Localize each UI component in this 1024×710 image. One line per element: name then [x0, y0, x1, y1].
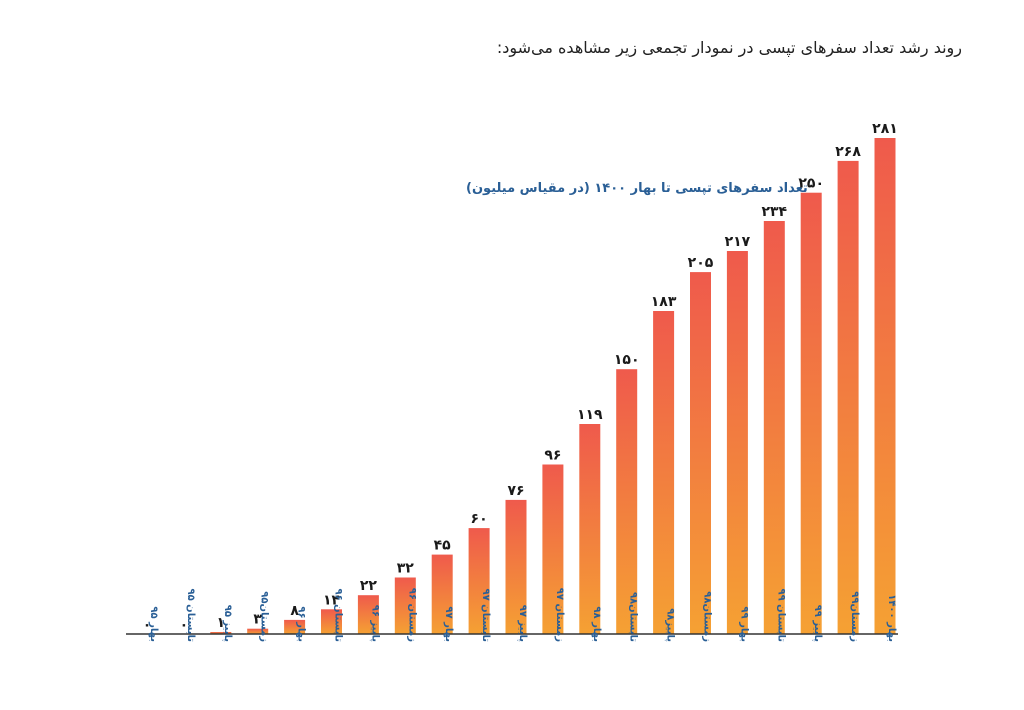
value-label: ۲۳۴: [761, 204, 787, 220]
x-tick-label: زمستان۹۹: [849, 591, 860, 642]
x-tick-label: پاییز ۹۵: [222, 605, 233, 643]
value-label: ۲۰۵: [688, 255, 714, 271]
bar: [468, 528, 490, 634]
value-label: ۲۵۰: [798, 176, 824, 192]
x-tick-label: زمستان۹۸: [702, 591, 713, 642]
bar: [690, 272, 711, 634]
value-label: ۱: [217, 615, 226, 631]
x-tick-label: بهار ۹۷: [443, 606, 454, 642]
value-label: ۴۵: [434, 538, 452, 554]
x-tick-label: تابستان ۹۷: [480, 588, 491, 642]
x-tick-label: تابستان ۹۹: [775, 588, 786, 642]
value-label: ۶۰: [471, 511, 488, 527]
x-tick-label: پاییز۹۸: [665, 608, 676, 642]
value-label: ۹۶: [544, 448, 561, 464]
x-tick-label: تابستان ۹۵: [185, 588, 196, 642]
x-tick-label: پاییز ۹۶: [369, 605, 380, 643]
value-label: ۱۵۰: [614, 352, 640, 368]
x-tick-label: بهار ۹۹: [738, 606, 749, 642]
value-label: ۲۲: [360, 578, 378, 594]
bars-layer: ۰ ۰ ۱ ۳ ۸ ۱۴ ۲۲ ۳۲ ۴۵ ۶۰ ۷۶ ۹۶ ۱۱۹ ۱۵۰ ۱۸۳ ۲۰۵ ۲۱۷ ۲۳۴ ۲۵۰…: [143, 121, 898, 634]
x-tick-labels: بهار ۹۵ تابستان ۹۵ پاییز ۹۵ زمستان۹۵ بهار ۹۶…: [148, 588, 897, 642]
x-tick-label: بهار ۱۴۰۰: [886, 594, 897, 642]
x-tick-label: پاییز ۹۷: [517, 605, 528, 643]
bar: [542, 464, 564, 634]
value-label: ۸: [290, 603, 299, 619]
bar: [653, 311, 675, 634]
value-label: ۲۸۱: [872, 121, 898, 137]
bar: [357, 595, 379, 634]
x-tick-label: بهار ۹۵: [148, 606, 159, 642]
x-tick-label: زمستان ۹۷: [554, 588, 565, 642]
value-label: ۱۴: [323, 592, 341, 608]
x-tick-label: تابستان۹۸: [628, 592, 639, 642]
bar: [284, 619, 306, 634]
bar: [394, 577, 416, 634]
bar: [763, 221, 785, 634]
bar: [579, 424, 601, 634]
bar: [837, 160, 859, 634]
bar: [431, 554, 453, 634]
value-label: ۱۱۹: [577, 407, 603, 423]
value-label: ۷۶: [507, 483, 524, 499]
x-tick-label: بهار ۹۶: [296, 606, 307, 642]
value-label: ۰: [180, 617, 189, 633]
bar: [874, 138, 896, 634]
chart-title: تعداد سفرهای تپسی تا بهار ۱۴۰۰ (در مقیاس…: [466, 181, 808, 196]
bar: [210, 632, 232, 634]
bar: [321, 609, 342, 634]
bar: [247, 628, 269, 634]
value-label: ۱۸۳: [651, 294, 677, 310]
x-tick-label: زمستان۹۵: [259, 591, 270, 642]
value-label: ۲۱۷: [725, 234, 751, 250]
bar: [726, 251, 748, 634]
x-tick-label: زمستان ۹۶: [406, 588, 417, 642]
bar: [800, 192, 822, 634]
value-label: ۰: [143, 617, 152, 633]
bar: [505, 499, 527, 634]
value-label: ۲۶۸: [835, 144, 861, 160]
intro-text: روند رشد تعداد سفرهای تپسی در نمودار تجم…: [496, 38, 962, 57]
x-tick-label: تابستان ۹۶: [333, 588, 344, 642]
value-label: ۳: [253, 612, 262, 628]
value-label: ۳۲: [397, 561, 415, 577]
bar: [616, 369, 638, 634]
x-tick-label: بهار ۹۸: [591, 606, 602, 642]
x-tick-label: پاییز ۹۹: [812, 605, 823, 643]
